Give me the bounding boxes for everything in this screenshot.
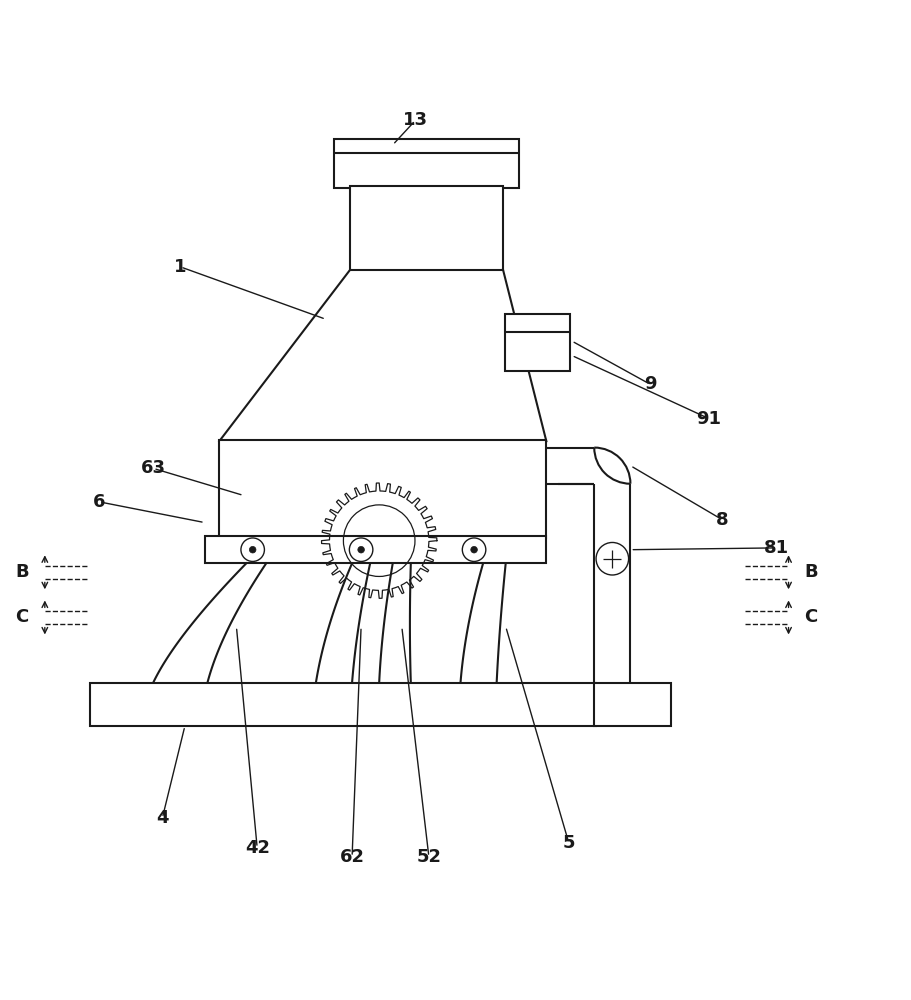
Text: 13: 13: [403, 111, 427, 129]
Text: 9: 9: [643, 375, 656, 393]
Text: 62: 62: [339, 848, 364, 866]
Circle shape: [470, 546, 476, 553]
Bar: [333, 139, 518, 188]
Text: 6: 6: [93, 493, 105, 511]
Text: 91: 91: [696, 410, 721, 428]
Text: 81: 81: [763, 539, 789, 557]
Bar: [205, 536, 546, 563]
Bar: [350, 186, 503, 270]
Text: C: C: [15, 608, 29, 626]
Text: B: B: [15, 563, 29, 581]
Text: 1: 1: [174, 258, 187, 276]
Text: 63: 63: [140, 459, 166, 477]
Text: 42: 42: [244, 839, 270, 857]
Bar: [505, 314, 569, 371]
Circle shape: [249, 546, 256, 553]
Bar: [594, 683, 670, 726]
Text: 52: 52: [416, 848, 441, 866]
Text: 4: 4: [156, 809, 169, 827]
Bar: [90, 683, 596, 726]
Text: B: B: [804, 563, 817, 581]
Text: C: C: [804, 608, 817, 626]
Circle shape: [357, 546, 364, 553]
Text: 5: 5: [562, 834, 575, 852]
Bar: [219, 440, 546, 538]
Text: 8: 8: [715, 511, 728, 529]
